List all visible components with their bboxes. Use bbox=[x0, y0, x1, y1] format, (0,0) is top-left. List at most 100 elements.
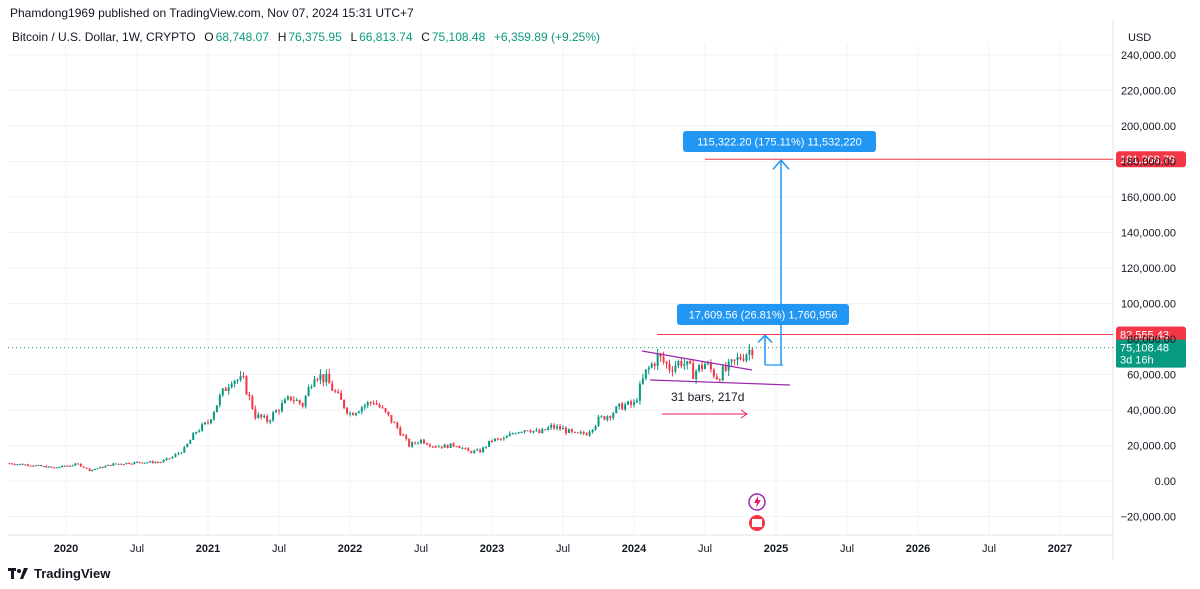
close-label: C bbox=[421, 30, 430, 44]
candle-body bbox=[393, 422, 396, 424]
candle-body bbox=[68, 465, 71, 467]
candle-body bbox=[556, 426, 559, 429]
candle-body bbox=[236, 379, 239, 381]
range-arrowhead bbox=[740, 409, 748, 419]
publisher-header: Phamdong1969 published on TradingView.co… bbox=[10, 6, 414, 20]
candle-body bbox=[346, 407, 349, 414]
x-tick-label: 2025 bbox=[764, 543, 788, 555]
candle-body bbox=[520, 432, 523, 434]
candle-body bbox=[34, 465, 37, 467]
candle-body bbox=[26, 464, 29, 466]
candle-body bbox=[120, 463, 123, 465]
candle-body bbox=[414, 442, 417, 444]
candle-body bbox=[375, 403, 378, 405]
candle-body bbox=[618, 403, 621, 407]
candle-body bbox=[40, 465, 43, 467]
candle-body bbox=[183, 447, 186, 453]
candle-body bbox=[677, 361, 680, 366]
candle-body bbox=[289, 396, 292, 401]
candle-body bbox=[334, 390, 337, 392]
y-tick-label: 60,000.00 bbox=[1127, 370, 1176, 382]
candle-body bbox=[745, 354, 748, 361]
tradingview-brand: TradingView bbox=[34, 566, 111, 581]
candle-body bbox=[473, 450, 476, 453]
candle-body bbox=[579, 432, 582, 434]
candle-body bbox=[399, 427, 402, 436]
x-tick-label: 2020 bbox=[54, 543, 78, 555]
candle-body bbox=[585, 433, 588, 436]
candle-body bbox=[396, 422, 399, 428]
candle-body bbox=[254, 408, 257, 419]
x-tick-label: 2021 bbox=[196, 543, 220, 555]
candle-body bbox=[198, 430, 201, 432]
candle-body bbox=[683, 364, 686, 366]
candle-body bbox=[455, 446, 458, 448]
candle-body bbox=[615, 406, 618, 414]
candle-body bbox=[751, 349, 754, 356]
x-tick-label: Jul bbox=[840, 543, 854, 555]
candle-body bbox=[544, 429, 547, 431]
candle-body bbox=[712, 369, 715, 377]
candle-body bbox=[532, 430, 535, 433]
candle-body bbox=[128, 462, 131, 464]
target-price-label-text: 181,268.79 bbox=[1120, 154, 1175, 166]
candle-body bbox=[689, 361, 692, 364]
candle-body bbox=[24, 464, 27, 466]
candle-body bbox=[567, 429, 570, 434]
candle-body bbox=[136, 461, 138, 463]
candle-body bbox=[266, 415, 269, 422]
candle-body bbox=[706, 363, 709, 365]
candle-body bbox=[91, 469, 94, 471]
candle-body bbox=[99, 466, 102, 469]
candle-body bbox=[107, 464, 110, 466]
currency-label[interactable]: USD bbox=[1128, 32, 1152, 44]
candle-body bbox=[591, 429, 594, 433]
candle-body bbox=[736, 357, 739, 361]
candle-body bbox=[157, 462, 160, 464]
candle-body bbox=[709, 363, 712, 370]
candle-body bbox=[32, 465, 35, 467]
candle-body bbox=[275, 410, 278, 413]
candle-body bbox=[644, 369, 647, 379]
candle-body bbox=[612, 413, 615, 418]
last-price-bg bbox=[1116, 339, 1186, 368]
candle-body bbox=[295, 400, 298, 402]
candle-body bbox=[387, 411, 390, 416]
candle-body bbox=[221, 388, 224, 396]
candle-body bbox=[322, 374, 325, 383]
candle-body bbox=[180, 452, 183, 454]
candle-body bbox=[159, 462, 162, 464]
candle-body bbox=[66, 465, 69, 467]
candle-body bbox=[11, 463, 14, 465]
candle-body bbox=[340, 393, 343, 400]
high-label: H bbox=[277, 30, 287, 44]
candle-body bbox=[523, 430, 526, 433]
candle-body bbox=[633, 402, 635, 405]
candle-body bbox=[440, 446, 443, 448]
candle-body bbox=[431, 446, 434, 448]
candle-body bbox=[117, 463, 120, 465]
candle-body bbox=[301, 403, 304, 407]
y-tick-label: 140,000.00 bbox=[1121, 228, 1176, 240]
candle-body bbox=[138, 461, 141, 463]
candle-body bbox=[304, 395, 307, 407]
candle-body bbox=[177, 453, 180, 455]
candle-body bbox=[248, 394, 251, 397]
measure-small-label-text: 17,609.56 (26.81%) 1,760,956 bbox=[689, 310, 838, 322]
tradingview-footer[interactable]: TradingView bbox=[8, 566, 110, 581]
y-tick-label: 180,000.00 bbox=[1121, 157, 1176, 169]
candle-body bbox=[215, 405, 218, 413]
y-tick-label: 0.00 bbox=[1155, 476, 1176, 488]
candle-body bbox=[721, 366, 724, 381]
candle-body bbox=[641, 378, 644, 384]
candle-body bbox=[280, 403, 283, 412]
candle-body bbox=[704, 364, 706, 369]
measure-arrowhead-big bbox=[772, 159, 790, 170]
candle-body bbox=[594, 425, 597, 430]
candle-body bbox=[695, 370, 698, 380]
candle-body bbox=[79, 463, 82, 467]
candle-body bbox=[425, 443, 428, 445]
candle-body bbox=[411, 442, 414, 447]
candle-body bbox=[496, 438, 499, 440]
